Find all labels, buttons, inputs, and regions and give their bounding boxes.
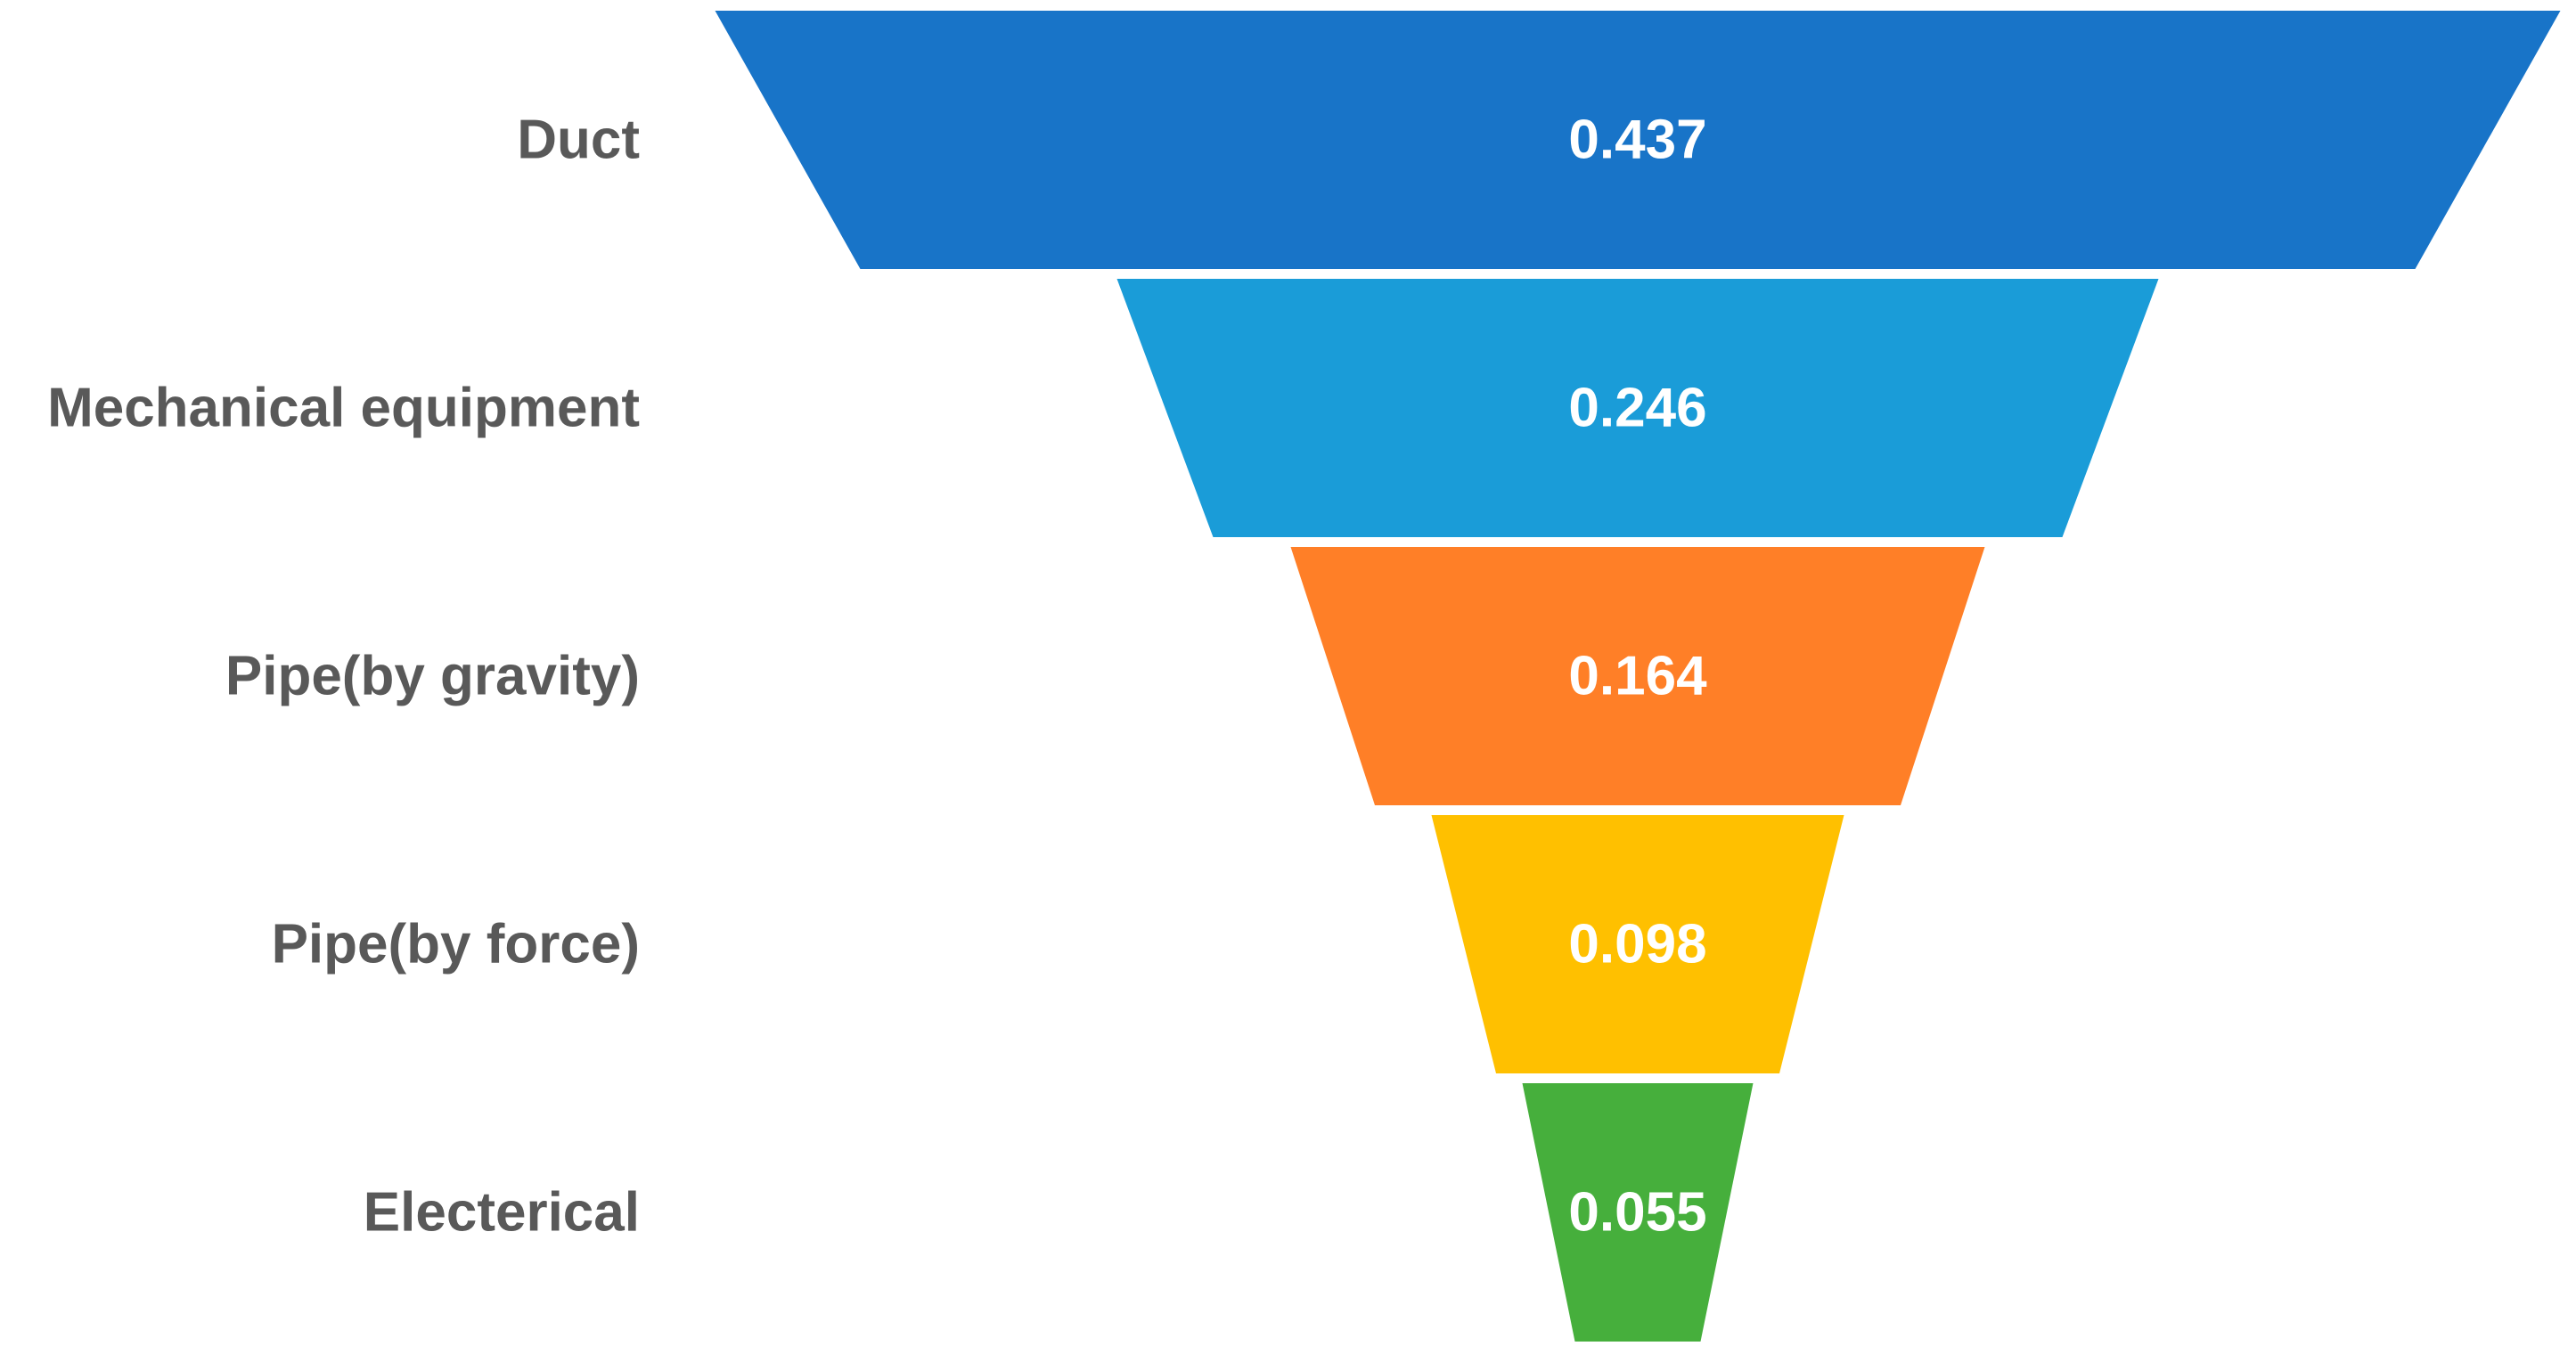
value-label-4: 0.098 <box>1568 914 1706 975</box>
funnel-segment-3 <box>1290 547 1985 805</box>
value-label-3: 0.164 <box>1568 646 1707 707</box>
category-label-5: Electerical <box>364 1182 640 1244</box>
category-labels: Duct Mechanical equipment Pipe(by gravity)… <box>47 110 640 1244</box>
funnel-segment-4 <box>1431 815 1844 1073</box>
funnel-segments <box>715 11 2561 1342</box>
category-label-1: Duct <box>517 110 640 171</box>
value-label-5: 0.055 <box>1568 1182 1706 1244</box>
value-label-1: 0.437 <box>1568 110 1706 171</box>
funnel-segment-5 <box>1522 1083 1754 1342</box>
value-labels: 0.437 0.246 0.164 0.098 0.055 <box>1568 110 1707 1244</box>
funnel-segment-2 <box>1116 279 2159 537</box>
category-label-2: Mechanical equipment <box>47 378 640 439</box>
funnel-segment-1 <box>715 11 2561 269</box>
category-label-4: Pipe(by force) <box>272 914 640 975</box>
value-label-2: 0.246 <box>1568 378 1706 439</box>
category-label-3: Pipe(by gravity) <box>225 646 640 707</box>
